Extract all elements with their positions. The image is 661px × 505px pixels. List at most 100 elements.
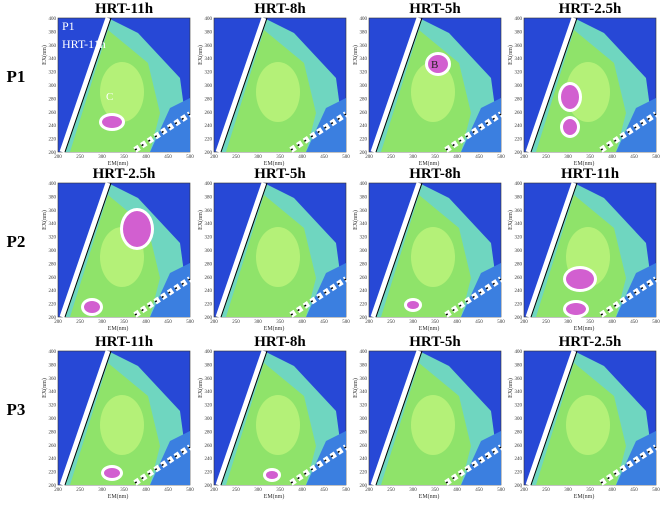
x-tick-label: 450 — [164, 155, 172, 160]
annotation: C — [106, 91, 113, 103]
scatter-edge — [134, 278, 191, 316]
x-tick-label: 300 — [98, 320, 106, 325]
x-axis-label: EM(nm) — [574, 493, 595, 500]
x-tick-label: 500 — [497, 155, 505, 160]
x-tick-label: 300 — [254, 155, 262, 160]
y-tick-label: 360 — [205, 377, 213, 382]
y-tick-label: 320 — [360, 71, 368, 76]
x-tick-label: 400 — [142, 320, 150, 325]
y-tick-label: 300 — [515, 417, 523, 422]
x-tick-label: 250 — [387, 488, 395, 493]
x-tick-label: 350 — [431, 155, 439, 160]
y-tick-label: 380 — [360, 30, 368, 35]
y-tick-label: 380 — [49, 363, 57, 368]
panel: HRT-8h 200 250 300 350 400 450 500 200 220 240 260 2… — [197, 334, 350, 500]
y-tick-label: 400 — [205, 17, 213, 22]
hotspot — [566, 303, 586, 315]
rayleigh-edge — [220, 350, 268, 486]
x-tick-label: 500 — [652, 320, 660, 325]
y-tick-label: 300 — [515, 249, 523, 254]
contour-inner — [256, 395, 300, 455]
rayleigh-edge — [530, 350, 578, 486]
x-tick-label: 300 — [254, 320, 262, 325]
y-tick-label: 360 — [205, 44, 213, 49]
panel-title: HRT-2.5h — [559, 1, 622, 17]
y-axis-label: EX(nm) — [197, 210, 204, 230]
rayleigh-line — [59, 182, 111, 318]
y-tick-label: 260 — [515, 276, 523, 281]
y-tick-label: 300 — [360, 84, 368, 89]
x-tick-label: 450 — [630, 155, 638, 160]
y-tick-label: 200 — [205, 484, 213, 489]
x-tick-label: 250 — [387, 320, 395, 325]
y-tick-label: 300 — [205, 84, 213, 89]
panel-title: HRT-5h — [254, 166, 306, 182]
y-tick-label: 360 — [515, 377, 523, 382]
contour-inner — [411, 227, 455, 287]
y-tick-label: 280 — [49, 97, 57, 102]
y-axis-label: EX(nm) — [507, 45, 514, 65]
y-tick-label: 200 — [205, 316, 213, 321]
panel: HRT-2.5h 200 250 300 350 400 450 500 200 220 240 26… — [41, 166, 194, 332]
x-axis-label: EM(nm) — [108, 493, 129, 500]
y-tick-label: 220 — [49, 471, 57, 476]
y-tick-label: 320 — [515, 404, 523, 409]
panel-title: HRT-2.5h — [559, 334, 622, 350]
annotation: HRT-11h — [62, 37, 106, 51]
y-axis-label: EX(nm) — [352, 378, 359, 398]
y-tick-label: 260 — [515, 444, 523, 449]
y-tick-label: 400 — [205, 350, 213, 355]
x-tick-label: 200 — [365, 155, 373, 160]
rayleigh-line — [215, 182, 267, 318]
x-tick-label: 250 — [76, 488, 84, 493]
x-tick-label: 450 — [320, 155, 328, 160]
y-tick-label: 280 — [515, 262, 523, 267]
rayleigh-edge — [64, 350, 112, 486]
x-tick-label: 350 — [276, 155, 284, 160]
x-tick-label: 200 — [210, 155, 218, 160]
x-tick-label: 500 — [652, 155, 660, 160]
y-tick-label: 360 — [49, 44, 57, 49]
x-axis-label: EM(nm) — [419, 160, 440, 167]
x-tick-label: 200 — [54, 155, 62, 160]
x-tick-label: 250 — [232, 488, 240, 493]
scatter-edge — [600, 278, 657, 316]
hotspot — [123, 211, 151, 247]
y-tick-label: 320 — [49, 404, 57, 409]
y-tick-label: 240 — [205, 289, 213, 294]
rayleigh-edge — [530, 182, 578, 318]
y-tick-label: 260 — [49, 111, 57, 116]
x-tick-label: 250 — [232, 320, 240, 325]
y-tick-label: 220 — [205, 138, 213, 143]
x-tick-label: 350 — [120, 155, 128, 160]
y-tick-label: 220 — [49, 303, 57, 308]
panel: HRT-11h 200 250 300 350 400 450 500 200 220 240 260… — [507, 166, 660, 332]
x-tick-label: 250 — [542, 155, 550, 160]
y-tick-label: 320 — [49, 236, 57, 241]
panel-title: HRT-2.5h — [93, 166, 156, 182]
x-tick-label: 450 — [475, 155, 483, 160]
x-axis-label: EM(nm) — [264, 493, 285, 500]
panel: HRT-5h 200 250 300 350 400 450 500 200 220 240 260 2… — [197, 166, 350, 332]
x-tick-label: 400 — [298, 155, 306, 160]
y-tick-label: 200 — [360, 151, 368, 156]
y-tick-label: 340 — [360, 57, 368, 62]
y-tick-label: 280 — [515, 430, 523, 435]
y-tick-label: 400 — [360, 350, 368, 355]
y-tick-label: 220 — [515, 303, 523, 308]
panel: HRT-8h 200 250 300 350 400 450 500 200 220 240 260 2… — [352, 166, 505, 332]
panel-title: HRT-5h — [409, 1, 461, 17]
x-tick-label: 400 — [608, 320, 616, 325]
y-tick-label: 300 — [49, 417, 57, 422]
panel-title: HRT-11h — [561, 166, 620, 182]
x-axis-label: EM(nm) — [108, 160, 129, 167]
x-tick-label: 350 — [586, 155, 594, 160]
y-tick-label: 360 — [360, 209, 368, 214]
y-tick-label: 300 — [360, 417, 368, 422]
y-tick-label: 320 — [205, 404, 213, 409]
y-tick-label: 380 — [360, 363, 368, 368]
y-tick-label: 380 — [205, 195, 213, 200]
rayleigh-edge — [220, 17, 268, 153]
x-tick-label: 250 — [542, 320, 550, 325]
scatter-edge — [290, 113, 347, 151]
